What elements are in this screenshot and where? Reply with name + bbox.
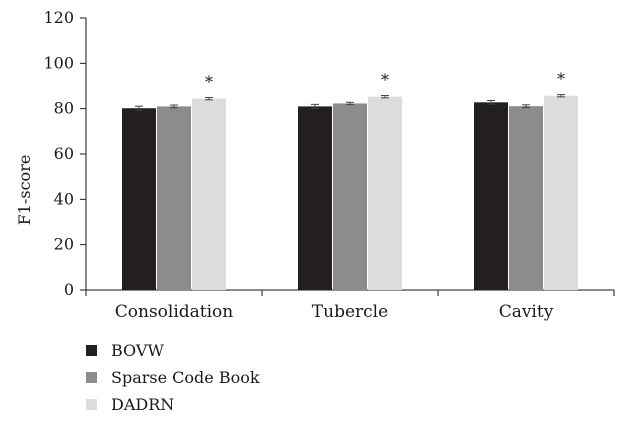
x-category-label: Consolidation [115, 302, 234, 322]
legend-swatch [86, 344, 97, 356]
legend-label: DADRN [111, 394, 175, 414]
significance-marker: * [557, 70, 565, 89]
y-tick-label: 100 [43, 53, 74, 72]
x-axis: Consolidation Tubercle Cavity [85, 289, 615, 322]
legend-label: Sparse Code Book [111, 367, 260, 387]
bar-chart: 0 20 40 60 80 100 120 Consolidation Tubercle Cav… [15, 8, 615, 322]
legend-item: DADRN [86, 394, 260, 414]
y-tick-label: 20 [54, 235, 74, 254]
legend-label: BOVW [111, 340, 164, 360]
legend-item: Sparse Code Book [86, 367, 260, 387]
bar [474, 102, 508, 290]
significance-marker: * [381, 71, 389, 90]
y-tick-label: 60 [54, 144, 74, 163]
bar [509, 106, 543, 290]
y-tick-label: 40 [54, 189, 74, 208]
bar [157, 106, 191, 291]
y-tick-label: 0 [64, 280, 74, 299]
bar [333, 103, 367, 290]
x-category-label: Tubercle [312, 302, 388, 322]
bars: * * * [122, 70, 578, 291]
bar [122, 108, 156, 290]
legend-swatch [86, 371, 97, 383]
bar [298, 106, 332, 291]
legend-item: BOVW [86, 340, 260, 360]
significance-marker: * [205, 73, 213, 92]
y-tick-label: 80 [54, 99, 74, 118]
bar [192, 98, 226, 291]
x-category-label: Cavity [499, 302, 554, 322]
legend-swatch [86, 398, 97, 410]
y-tick-label: 120 [43, 8, 74, 27]
bar [544, 95, 578, 290]
legend: BOVW Sparse Code Book DADRN [86, 340, 260, 421]
bar [368, 96, 402, 290]
y-axis: 0 20 40 60 80 100 120 [43, 8, 87, 299]
y-axis-title: F1-score [15, 155, 34, 226]
